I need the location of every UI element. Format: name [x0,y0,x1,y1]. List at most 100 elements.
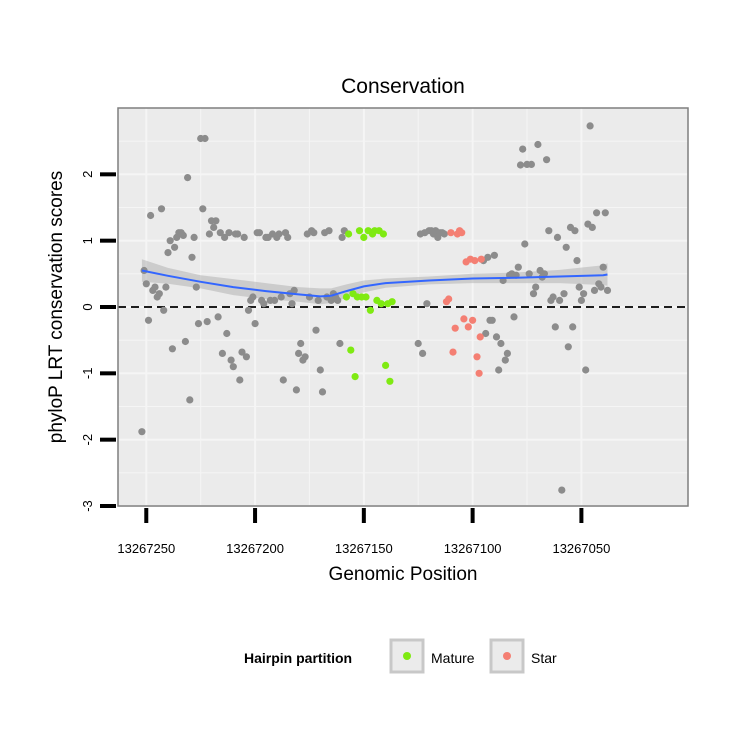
data-point-other [540,270,549,278]
data-point-other [316,366,324,374]
data-point-other [497,339,505,348]
data-point-other [569,323,577,331]
data-point-other [495,366,503,374]
data-point-other [260,300,268,308]
data-point-other [194,320,203,328]
data-point-other [229,363,237,371]
data-point-star [464,323,472,331]
x-tick-label: 13267050 [552,541,610,556]
data-point-other [582,366,590,374]
data-point-other [318,388,327,396]
data-point-mature [377,300,385,308]
data-point-other [157,205,166,213]
data-point-other [521,240,529,248]
data-point-other [588,223,596,231]
data-point-other [580,290,588,298]
data-point-star [469,316,477,324]
data-point-other [532,283,540,291]
data-point-other [301,353,309,361]
y-tick-label: 1 [80,237,95,244]
data-point-other [138,428,146,436]
data-point-other [142,280,150,288]
y-tick-label: -1 [80,368,95,380]
data-point-star [471,257,479,265]
chart-title: Conservation [341,75,465,98]
data-point-other [516,161,525,169]
data-point-other [164,249,172,257]
legend-item-star: Star [489,638,557,674]
confidence-band [141,259,608,305]
data-point-other [166,237,174,245]
data-point-other [212,217,220,225]
y-tick-label: -2 [80,434,95,446]
data-point-other [562,243,570,251]
data-point-other [144,316,153,324]
y-tick-label: 2 [80,171,95,178]
data-point-star [449,348,457,356]
data-points [138,122,612,494]
data-point-mature [366,306,374,314]
x-tick-label: 13267100 [444,541,502,556]
data-point-star [445,295,453,303]
series-mature [342,227,396,385]
data-point-other [179,231,187,239]
data-point-other [297,339,305,348]
data-point-other [577,296,586,304]
legend-swatch-mature [403,652,411,660]
data-point-other [186,396,194,404]
data-point-star [475,369,483,377]
confidence-band-layer [141,259,608,305]
plot-border [117,107,689,507]
data-point-other [549,293,557,301]
data-point-other [221,233,229,241]
y-tick-label: 0 [80,303,95,310]
data-point-other [244,306,253,314]
data-point-other [551,323,559,331]
data-point-other [484,253,492,261]
data-point-other [255,229,263,237]
data-point-other [190,233,198,241]
data-point-other [488,316,496,324]
y-axis: -3 -2 -1 0 1 2 [80,171,116,512]
smooth-fit-line [141,269,608,298]
data-point-other [151,283,159,291]
data-point-other [279,376,287,384]
data-point-other [573,257,581,265]
data-point-other [238,348,246,356]
data-point-mature [347,346,355,354]
data-point-other [162,283,170,291]
data-point-other [334,296,342,304]
x-tick-label: 13267150 [335,541,393,556]
data-point-other [543,156,551,164]
data-point-star [476,333,484,341]
data-point-other [210,223,218,231]
series-star [442,227,485,377]
data-point-other [290,286,298,294]
data-point-star [451,324,459,332]
data-point-star [473,353,481,361]
data-point-mature [388,298,396,306]
data-point-other [234,230,242,238]
x-tick-label: 13267200 [226,541,284,556]
data-point-other [192,283,200,291]
data-point-mature [342,293,350,301]
data-point-other [218,349,226,357]
data-point-star [477,255,485,263]
data-point-other [482,329,490,338]
data-point-other [336,339,344,348]
data-point-other [155,290,163,298]
data-point-other [529,290,538,298]
data-point-mature [345,230,353,238]
x-tick-label: 13267250 [117,541,175,556]
series-other [138,122,612,494]
data-point-mature [360,233,368,241]
x-axis: 13267250 13267200 13267150 13267100 13267050 [117,508,610,556]
data-point-other [214,313,222,321]
data-point-other [225,229,233,237]
legend-label-star: Star [531,650,557,666]
data-point-other [440,230,448,238]
data-point-other [423,300,431,308]
data-point-other [586,122,594,130]
data-point-other [251,320,259,328]
